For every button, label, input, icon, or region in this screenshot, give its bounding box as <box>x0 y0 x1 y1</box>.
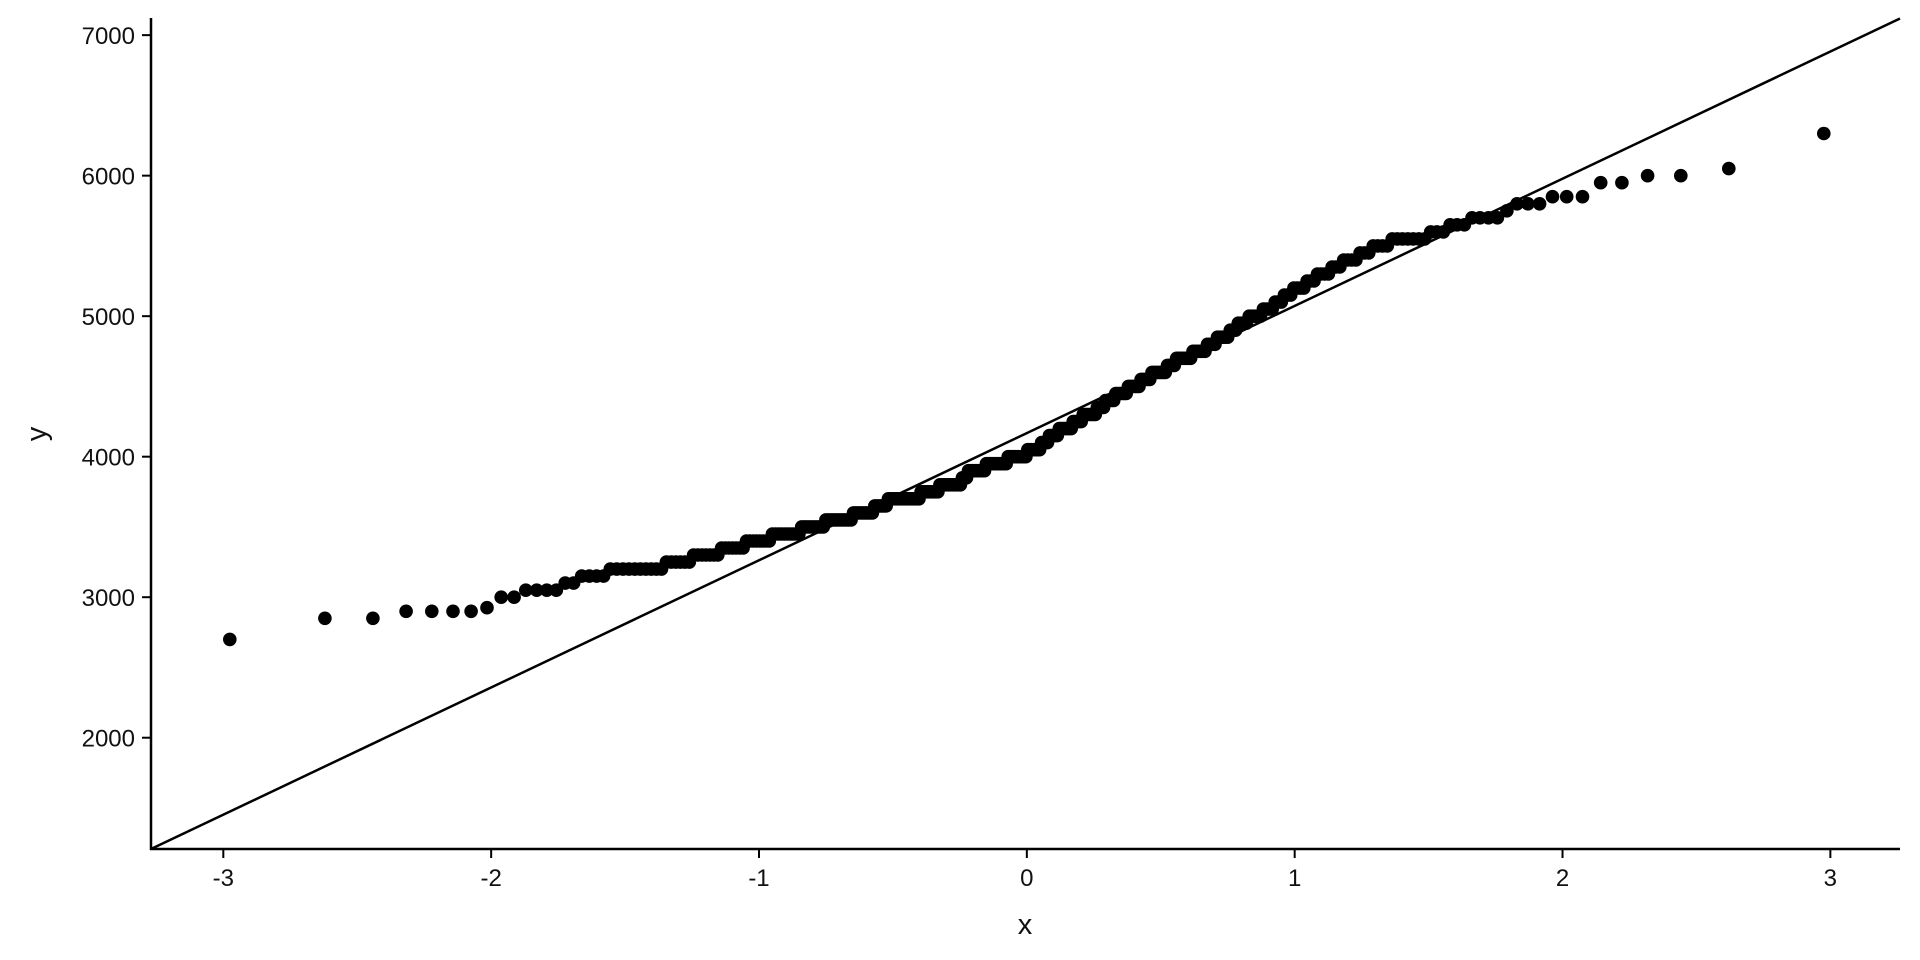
axes <box>149 18 1900 851</box>
qq-point <box>464 604 478 619</box>
x-tick-label: 2 <box>1556 865 1569 892</box>
x-ticks: -3 -2 -1 0 1 2 3 <box>213 849 1837 892</box>
qq-point <box>1532 197 1547 211</box>
qq-point <box>399 604 413 619</box>
y-ticks: 2000 3000 4000 5000 6000 7000 <box>82 23 151 753</box>
qq-point <box>1615 175 1629 190</box>
qq-point <box>1674 168 1688 183</box>
x-tick-label: 0 <box>1020 865 1033 892</box>
qq-point <box>1575 189 1590 204</box>
qq-point <box>1559 189 1574 204</box>
qq-point <box>318 611 332 626</box>
qq-point <box>480 600 494 615</box>
x-tick-label: 3 <box>1824 865 1837 892</box>
qq-reference-line <box>150 17 1901 851</box>
qq-point <box>529 583 544 597</box>
qq-point <box>1817 126 1831 141</box>
qq-point <box>494 590 509 604</box>
y-axis-title: y <box>21 426 53 441</box>
y-tick-label: 6000 <box>82 164 135 191</box>
x-tick-label: -3 <box>213 865 234 892</box>
reference-line-layer <box>150 17 1901 851</box>
x-tick-label: 1 <box>1288 865 1301 892</box>
x-tick-label: -1 <box>748 865 769 892</box>
y-tick-label: 7000 <box>82 23 135 50</box>
qq-point <box>1640 168 1655 183</box>
y-tick-label: 3000 <box>82 585 135 612</box>
qq-point <box>519 583 533 597</box>
y-tick-label: 2000 <box>82 726 135 753</box>
x-tick-label: -2 <box>480 865 501 892</box>
qq-point <box>1545 189 1560 204</box>
points-layer <box>223 126 1831 647</box>
y-tick-label: 4000 <box>82 445 135 472</box>
x-axis-title: x <box>1018 909 1033 941</box>
qq-point <box>446 604 460 619</box>
qq-point <box>1510 197 1524 211</box>
qq-point <box>540 583 554 597</box>
qq-point <box>425 604 439 619</box>
qq-point <box>1490 211 1505 225</box>
qq-point <box>1500 204 1514 218</box>
qq-point <box>366 611 380 626</box>
qq-point <box>507 590 521 604</box>
qq-point <box>1593 175 1608 190</box>
qq-point <box>223 632 237 647</box>
qq-point <box>1521 197 1535 211</box>
qq-point <box>1722 161 1736 176</box>
y-tick-label: 5000 <box>82 304 135 331</box>
